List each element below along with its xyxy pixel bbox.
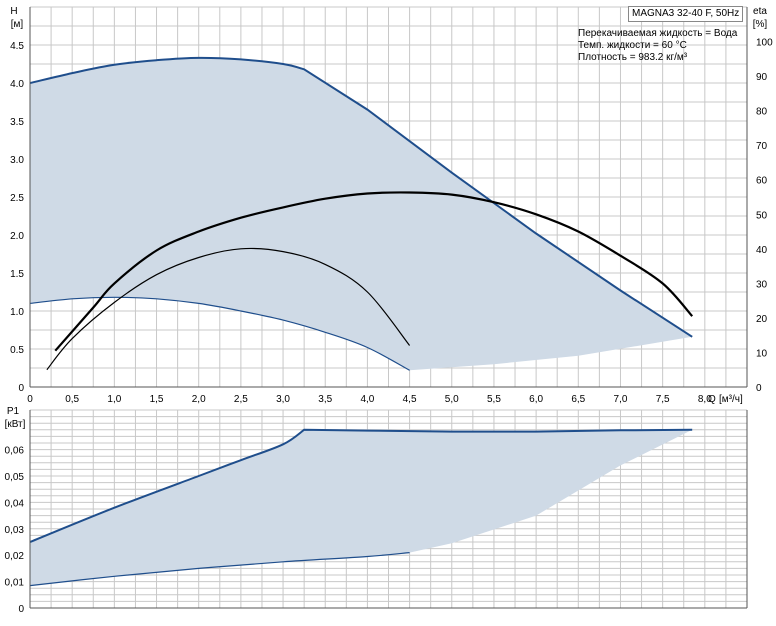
power-range-fill [30,429,693,586]
power-tick-label: 0,05 [5,472,25,483]
flow-tick-label: 2,5 [234,394,248,405]
eta-tick-label: 50 [756,210,768,221]
power-tick-label: 0,02 [5,551,25,562]
fluid-info: Перекачиваемая жидкость = Вода [578,28,738,39]
head-tick-label: 0.5 [10,345,24,356]
density-info: Плотность = 983.2 кг/м³ [578,52,688,63]
flow-tick-label: 4,0 [360,394,374,405]
flow-tick-label: 1,0 [107,394,121,405]
flow-tick-label: 0 [27,394,33,405]
power-tick-label: 0,04 [5,498,25,509]
min-head-curve [29,296,410,371]
power-operating-range [29,428,693,587]
eta-tick-label: 0 [756,383,762,394]
head-tick-label: 3.5 [10,117,24,128]
head-tick-label: 4.5 [10,41,24,52]
max-power-curve [29,428,693,543]
eta-tick-label: 20 [756,314,768,325]
head-operating-range [29,56,693,371]
flow-tick-label: 5,5 [487,394,501,405]
flow-axis-unit: [м³/ч] [719,394,743,405]
eta-tick-label: 30 [756,279,768,290]
eta-tick-label: 10 [756,348,768,359]
eta-tick-label: 100 [756,38,773,49]
pump-model-label: MAGNA3 32-40 F, 50Hz [628,6,744,22]
flow-tick-label: 3,0 [276,394,290,405]
efficiency-curves [46,191,694,371]
temperature-info: Темп. жидкости = 60 °C [578,40,687,51]
head-chart-axes: 0 0.5 1.0 1.5 2.0 2.5 3.0 3.5 4.0 4.5 0 10 20 30 40 50 6… [10,6,773,405]
head-tick-label: 2.0 [10,231,24,242]
head-tick-label: 3.0 [10,155,24,166]
eta-tick-label: 40 [756,245,768,256]
max-head-curve [29,56,693,338]
power-tick-label: 0 [18,604,24,615]
power-axis-unit: [кВт] [5,419,26,430]
efficiency-curve-min [46,247,411,371]
flow-tick-label: 7,5 [656,394,670,405]
flow-tick-label: 7,0 [614,394,628,405]
flow-tick-label: 6,5 [571,394,585,405]
flow-tick-label: 5,0 [445,394,459,405]
head-tick-label: 1.0 [10,307,24,318]
head-axis-label: H [10,6,17,17]
efficiency-curve-max [54,191,694,352]
eta-tick-label: 70 [756,141,768,152]
power-tick-label: 0,03 [5,525,25,536]
eta-axis-label: eta [753,6,767,17]
head-axis-unit: [м] [11,19,24,30]
flow-tick-label: 6,0 [529,394,543,405]
flow-tick-label: 4,5 [403,394,417,405]
power-tick-label: 0,01 [5,578,25,589]
head-tick-label: 0 [18,383,24,394]
flow-axis-label: Q [708,394,716,405]
eta-tick-label: 90 [756,72,768,83]
head-tick-label: 2.5 [10,193,24,204]
power-axis-label: P1 [7,406,20,417]
flow-tick-label: 8,0 [698,394,712,405]
flow-tick-label: 2,0 [192,394,206,405]
head-range-fill [30,57,693,371]
power-chart-axes: 0 0,01 0,02 0,03 0,04 0,05 0,06 P1 [кВт] [5,406,748,615]
flow-tick-label: 1,5 [150,394,164,405]
flow-tick-label: 0,5 [65,394,79,405]
eta-tick-label: 80 [756,107,768,118]
min-power-curve [29,552,410,587]
head-tick-label: 4.0 [10,79,24,90]
eta-tick-label: 60 [756,176,768,187]
flow-tick-label: 3,5 [318,394,332,405]
eta-axis-unit: [%] [753,19,768,30]
power-tick-label: 0,06 [5,446,25,457]
head-tick-label: 1.5 [10,269,24,280]
